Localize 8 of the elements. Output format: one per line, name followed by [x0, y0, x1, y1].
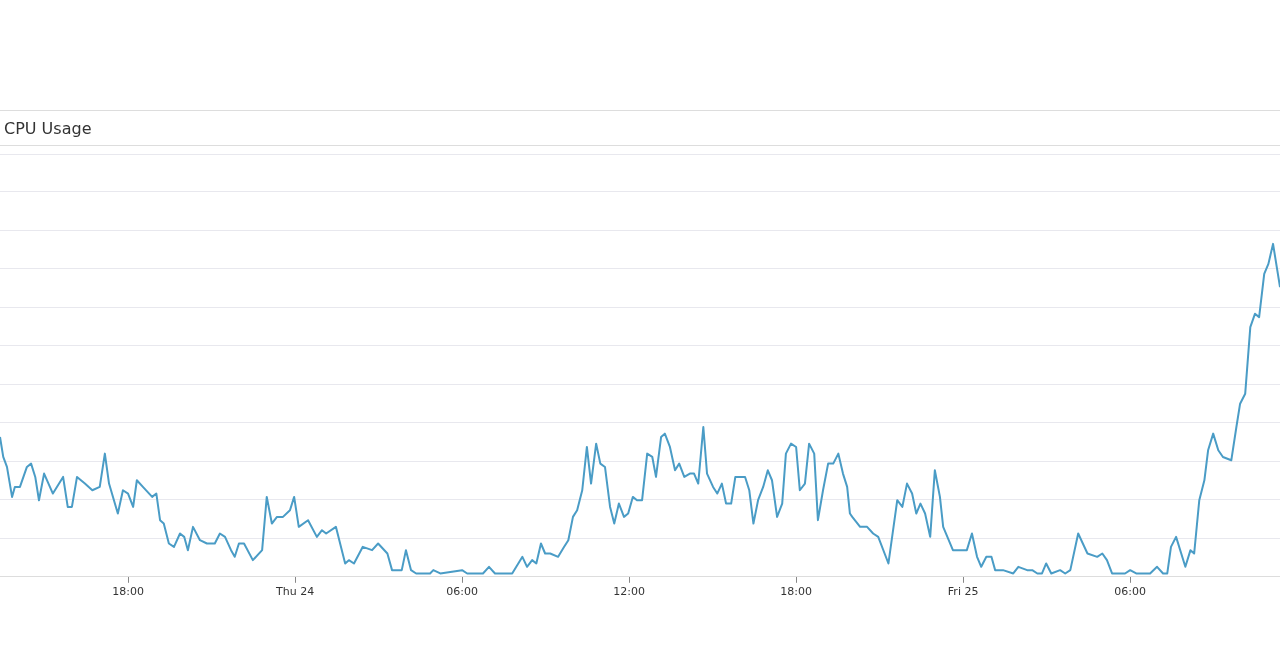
x-tick-label: Fri 25 — [947, 585, 979, 599]
chart-title: CPU Usage — [4, 119, 92, 138]
x-tick-label: 12:00 — [613, 585, 645, 599]
x-tick-label: 18:00 — [112, 585, 144, 599]
x-tick-label: 06:00 — [1114, 585, 1146, 599]
x-tick-label: 06:00 — [446, 585, 478, 599]
x-tick-label: 18:00 — [780, 585, 812, 599]
x-tick-label: Thu 24 — [274, 585, 315, 599]
